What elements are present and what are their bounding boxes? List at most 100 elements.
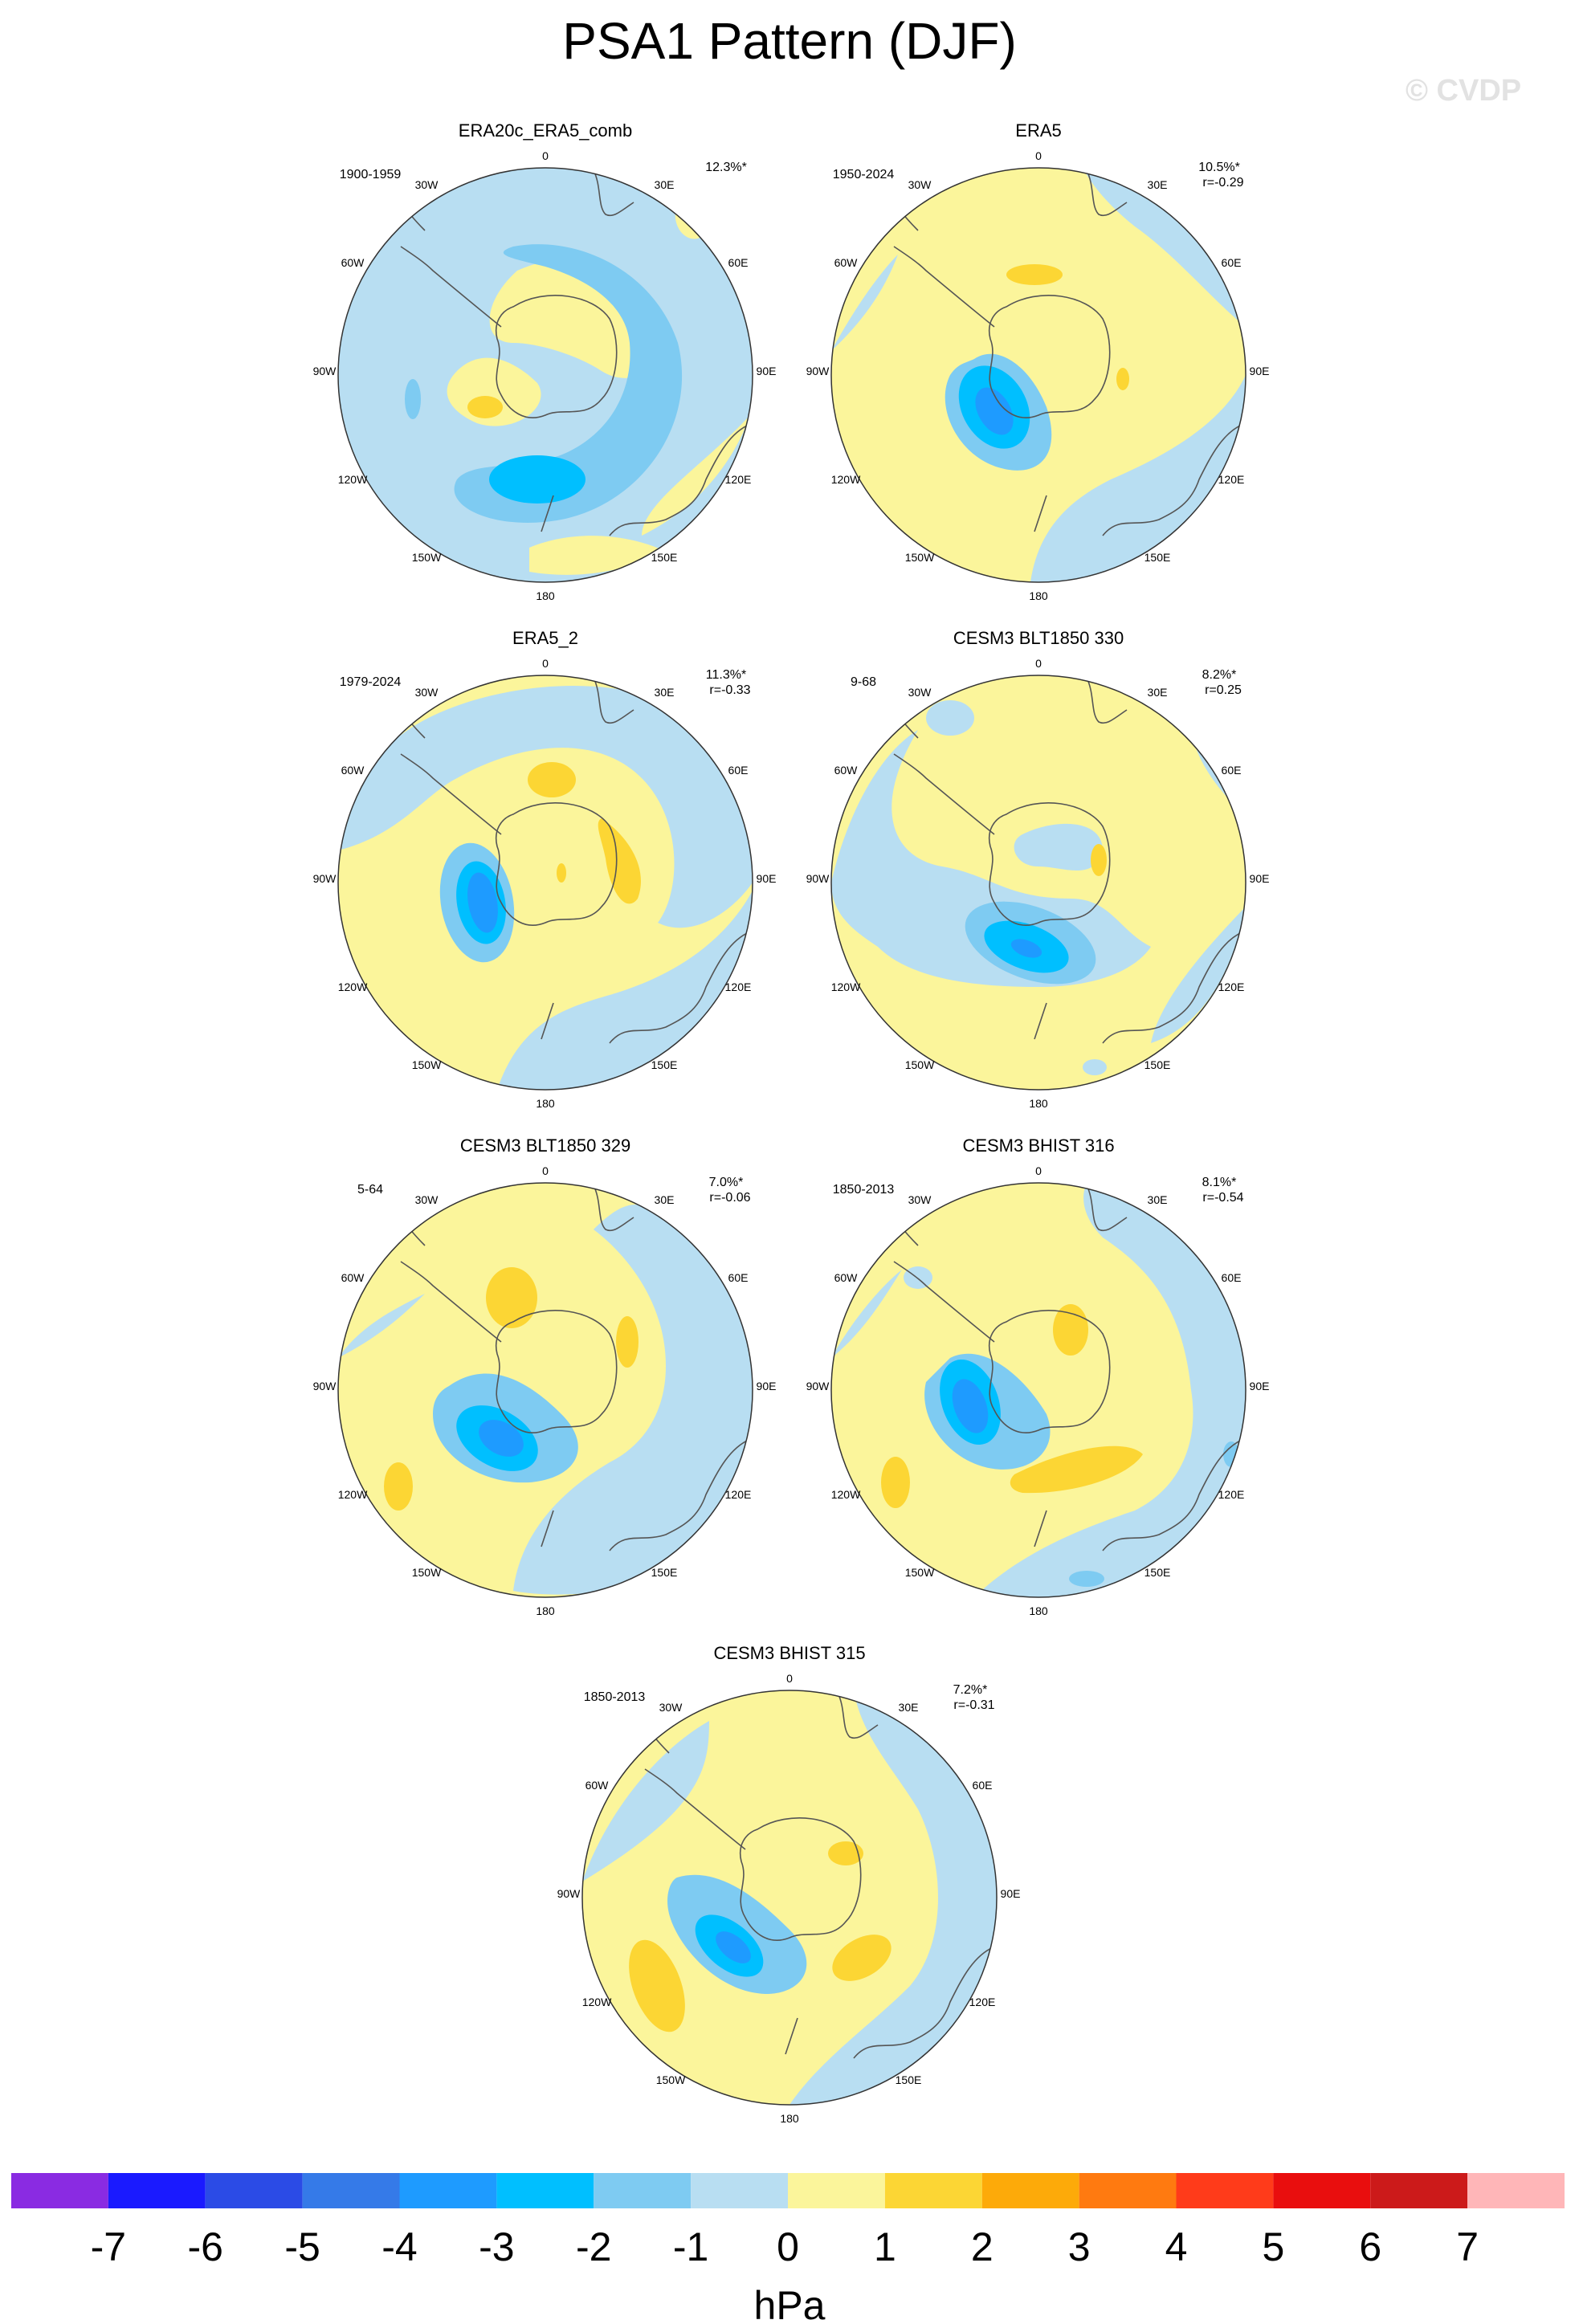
panel-variance-pct: 12.3%* (705, 161, 747, 174)
colorbar-tick-labels: -7 -6 -5 -4 -3 -2 -1 0 1 2 3 4 5 6 7 (91, 2224, 1479, 2269)
contour-region (1083, 1059, 1107, 1075)
lon-label: 0 (1035, 657, 1042, 670)
colorbar-box (1273, 2173, 1371, 2208)
panel-period: 5-64 (357, 1183, 383, 1197)
lon-label: 150W (656, 2073, 686, 2086)
coastline (1086, 677, 1128, 724)
lon-label: 120W (831, 981, 861, 993)
panel-title: CESM3 BHIST 316 (962, 1135, 1114, 1156)
lon-label: 120E (969, 1996, 996, 2008)
lon-label: 120E (1218, 981, 1245, 993)
lon-label: 120W (338, 1488, 368, 1501)
contour-region (881, 1457, 910, 1508)
panel-variance-pct: 8.1%* (1202, 1176, 1237, 1189)
contour-region (513, 1205, 753, 1595)
lon-label: 30E (655, 1193, 675, 1206)
lon-label: 150E (1144, 551, 1171, 564)
lon-label: 30W (908, 1193, 932, 1206)
coastline (989, 1310, 1111, 1433)
colorbar-tick-label: -1 (673, 2224, 708, 2269)
contour-region (828, 1841, 863, 1865)
map-field (338, 1183, 753, 1597)
contour-region (1116, 368, 1129, 390)
colorbar-box (399, 2173, 497, 2208)
lon-label: 60E (1222, 256, 1242, 269)
lon-label: 150W (412, 1058, 442, 1071)
coastline (593, 1184, 634, 1232)
lon-label: 180 (536, 589, 555, 602)
colorbar-tick-label: -4 (381, 2224, 417, 2269)
map-field (831, 1183, 1246, 1597)
colorbar-tick-label: 5 (1262, 2224, 1284, 2269)
contour-region (467, 396, 503, 418)
lon-label: 60E (973, 1779, 993, 1792)
lon-label: 30E (899, 1701, 919, 1714)
coastline (853, 1945, 997, 2059)
contour-region (831, 255, 898, 351)
contour-region (832, 1935, 892, 1981)
contour-region (479, 1420, 524, 1457)
coastline (785, 2017, 798, 2055)
lon-label: 180 (1029, 589, 1048, 602)
colorbar-tick-label: 1 (874, 2224, 896, 2269)
lon-label: 150W (412, 551, 442, 564)
lon-label: 90E (757, 872, 777, 885)
contour-region (831, 1183, 1246, 1597)
lon-label: 150E (651, 1566, 678, 1579)
coastline (1086, 1184, 1128, 1232)
map-border (337, 167, 753, 583)
lon-label: 30E (655, 178, 675, 191)
lon-label: 30E (1148, 1193, 1168, 1206)
lon-label: 0 (1035, 149, 1042, 162)
coastline (541, 495, 554, 532)
lon-label: 90W (806, 1380, 830, 1392)
coastline (496, 1310, 618, 1433)
lon-label: 120E (725, 981, 752, 993)
coastline (1034, 1002, 1047, 1040)
coastline (644, 1768, 746, 1850)
colorbar-box (496, 2173, 594, 2208)
contour-region (831, 1270, 902, 1358)
lon-label: 120W (831, 1488, 861, 1501)
lon-label: 120E (1218, 1488, 1245, 1501)
contour-region (384, 1462, 413, 1511)
contour-region (338, 1294, 425, 1358)
panel-correlation: r=0.25 (1205, 683, 1242, 697)
lon-label: 150E (1144, 1058, 1171, 1071)
lon-label: 150E (651, 1058, 678, 1071)
contour-region (557, 863, 566, 883)
contour-region (831, 730, 1151, 987)
contour-region (454, 244, 683, 523)
panel-title: ERA5 (1015, 120, 1061, 141)
lon-label: 90W (313, 872, 337, 885)
contour-region (616, 1316, 639, 1368)
lon-label: 180 (1029, 1097, 1048, 1110)
lon-label: 30E (655, 686, 675, 699)
lon-label: 150W (905, 1058, 935, 1071)
coastline (989, 802, 1111, 926)
lon-label: 60W (585, 1779, 610, 1792)
lon-label: 120E (1218, 473, 1245, 486)
watermark: © CVDP (1406, 74, 1522, 108)
panel-period: 1979-2024 (340, 675, 402, 689)
coastline (593, 677, 634, 724)
lon-label: 90E (1250, 872, 1270, 885)
figure-title: PSA1 Pattern (DJF) (562, 12, 1017, 70)
lon-label: 60W (341, 764, 365, 777)
contour-region (642, 415, 750, 536)
coastline (1102, 422, 1246, 536)
lon-label: 60E (728, 1271, 749, 1284)
map-border (830, 167, 1246, 583)
lon-label: 60W (834, 1271, 859, 1284)
colorbar-box (691, 2173, 788, 2208)
contour-region (582, 1721, 709, 1882)
map-panel: ERA5 1950-2024 10.5%* r=-0.29 0 30E 60E 90E 120E… (806, 120, 1270, 602)
lon-label: 180 (1029, 1604, 1048, 1617)
panel-variance-pct: 7.2%* (953, 1683, 988, 1697)
colorbar-box (981, 2173, 1079, 2208)
contour-region (629, 1939, 685, 2032)
colorbar-unit-label: hPa (754, 2283, 826, 2324)
panel-correlation: r=-0.31 (953, 1698, 994, 1712)
colorbar-box (11, 2173, 108, 2208)
contour-region (1083, 168, 1246, 327)
